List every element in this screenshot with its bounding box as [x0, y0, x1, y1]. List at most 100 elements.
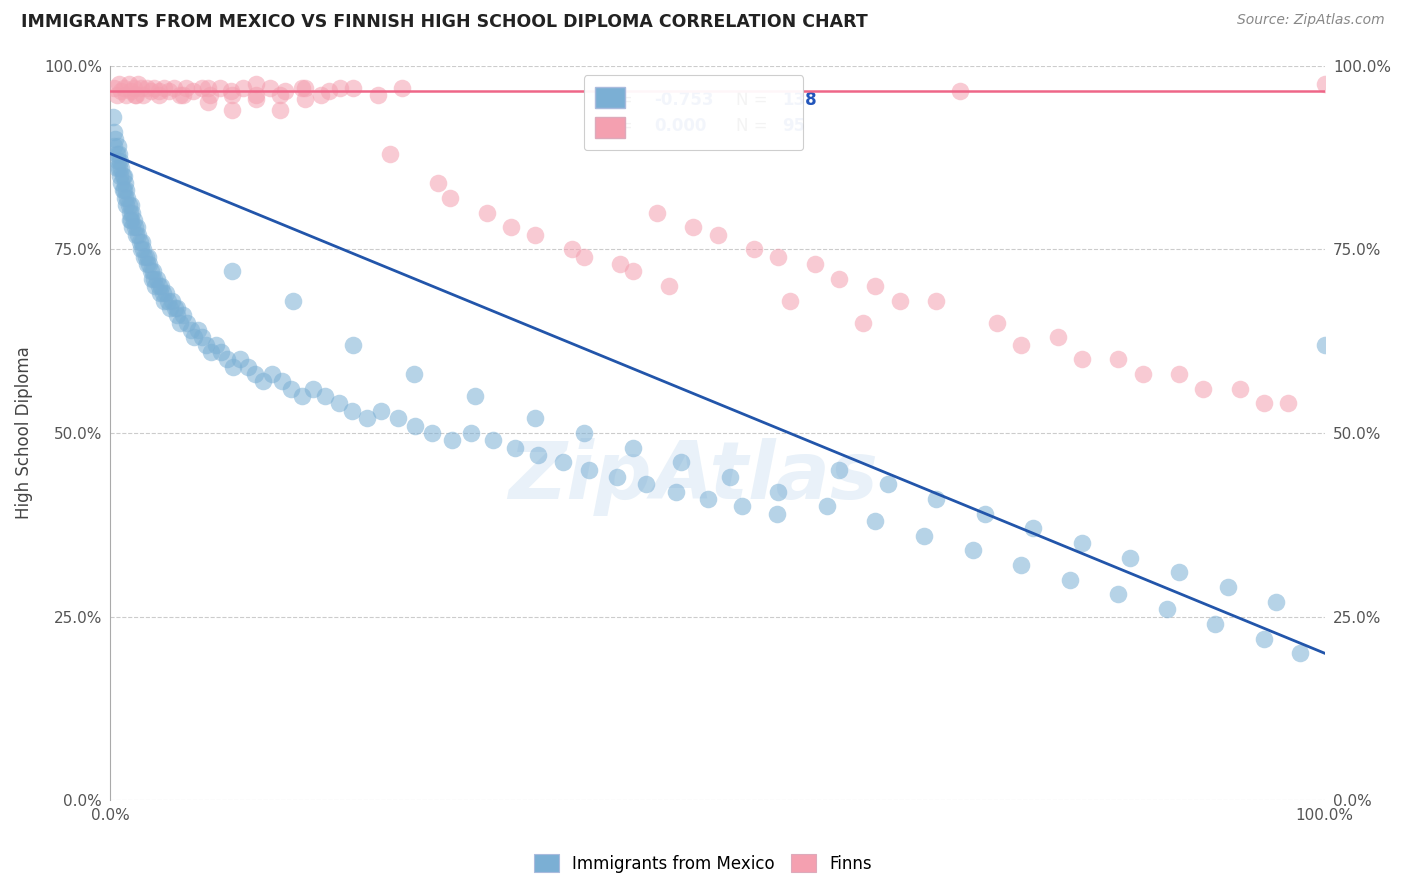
Point: [609, 257, 631, 271]
Point: [1046, 330, 1069, 344]
Point: [108, 154, 131, 169]
Point: [197, 80, 219, 95]
Point: [572, 250, 595, 264]
Point: [706, 227, 728, 242]
Legend: Immigrants from Mexico, Finns: Immigrants from Mexico, Finns: [527, 847, 879, 880]
Point: [621, 264, 644, 278]
Point: [280, 382, 302, 396]
Point: [391, 80, 413, 95]
Point: [404, 418, 426, 433]
Point: [634, 477, 657, 491]
Point: [127, 227, 149, 242]
Point: [302, 382, 325, 396]
Point: [1313, 77, 1336, 91]
Point: [269, 103, 291, 117]
Point: [169, 87, 191, 102]
Point: [122, 212, 145, 227]
Point: [114, 191, 136, 205]
Point: [117, 191, 139, 205]
Point: [501, 220, 523, 235]
Point: [180, 323, 202, 337]
Point: [114, 176, 136, 190]
Point: [245, 77, 267, 91]
Point: [143, 80, 166, 95]
Point: [125, 227, 148, 242]
Point: [232, 80, 254, 95]
Point: [103, 80, 125, 95]
Legend:                               ,                          : ,: [583, 76, 803, 150]
Point: [162, 293, 184, 308]
Point: [274, 84, 297, 98]
Point: [912, 529, 935, 543]
Point: [115, 198, 138, 212]
Point: [115, 87, 138, 102]
Point: [105, 87, 128, 102]
Point: [132, 87, 155, 102]
Point: [139, 84, 162, 98]
Point: [245, 92, 267, 106]
Point: [221, 103, 243, 117]
Point: [527, 448, 550, 462]
Point: [1289, 646, 1312, 660]
Point: [124, 220, 146, 235]
Point: [236, 359, 259, 374]
Point: [270, 375, 292, 389]
Point: [107, 139, 129, 153]
Point: [524, 227, 547, 242]
Point: [1010, 558, 1032, 573]
Point: [127, 77, 149, 91]
Point: [103, 125, 125, 139]
Point: [108, 161, 131, 176]
Point: [876, 477, 898, 491]
Point: [125, 87, 148, 102]
Point: [768, 484, 790, 499]
Point: [121, 220, 143, 235]
Y-axis label: High School Diploma: High School Diploma: [15, 346, 32, 519]
Point: [108, 146, 131, 161]
Point: [190, 80, 212, 95]
Point: [1168, 566, 1191, 580]
Point: [148, 87, 170, 102]
Point: [1216, 580, 1239, 594]
Point: [120, 198, 142, 212]
Point: [205, 337, 228, 351]
Point: [200, 345, 222, 359]
Point: [1022, 521, 1045, 535]
Point: [1168, 367, 1191, 381]
Point: [112, 80, 135, 95]
Point: [145, 279, 167, 293]
Text: 138: 138: [782, 91, 817, 109]
Point: [269, 87, 291, 102]
Text: 95: 95: [782, 117, 806, 135]
Point: [503, 441, 526, 455]
Point: [367, 87, 389, 102]
Point: [318, 84, 340, 98]
Point: [1119, 550, 1142, 565]
Point: [1156, 602, 1178, 616]
Point: [621, 441, 644, 455]
Point: [440, 434, 463, 448]
Point: [682, 220, 704, 235]
Point: [105, 161, 128, 176]
Point: [150, 279, 173, 293]
Point: [475, 205, 498, 219]
Point: [103, 139, 125, 153]
Point: [156, 293, 179, 308]
Point: [215, 352, 238, 367]
Point: [925, 491, 948, 506]
Point: [129, 80, 152, 95]
Point: [176, 316, 198, 330]
Point: [252, 375, 274, 389]
Point: [172, 309, 194, 323]
Point: [925, 293, 948, 308]
Point: [259, 80, 281, 95]
Point: [243, 367, 266, 381]
Point: [148, 279, 170, 293]
Point: [889, 293, 911, 308]
Point: [524, 411, 547, 425]
Point: [1313, 337, 1336, 351]
Point: [157, 84, 180, 98]
Point: [187, 323, 209, 337]
Point: [1253, 396, 1275, 410]
Point: [153, 293, 176, 308]
